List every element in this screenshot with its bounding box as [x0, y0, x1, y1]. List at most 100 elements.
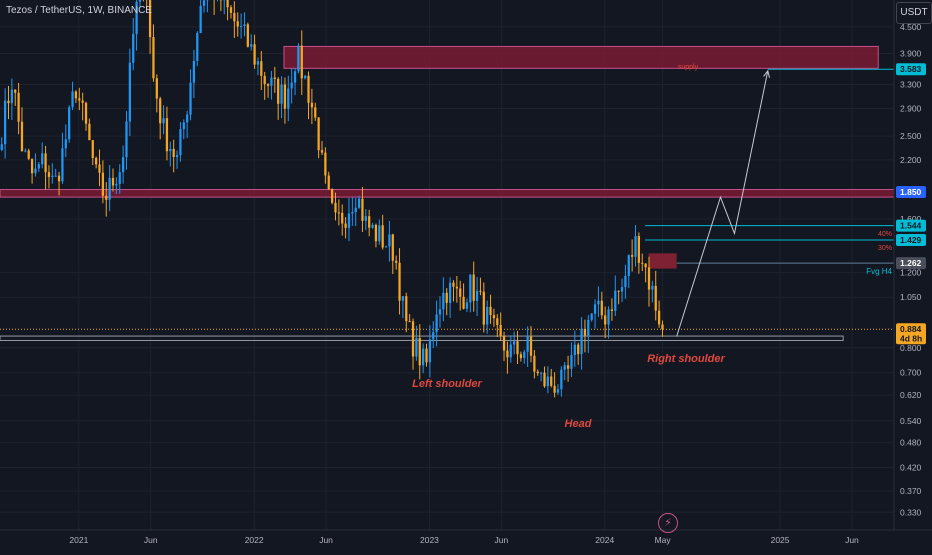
candle-body	[280, 85, 282, 104]
price-tick-label: 2.500	[900, 131, 922, 141]
candle-body	[230, 7, 232, 13]
time-tick-label: 2023	[420, 535, 439, 545]
candle-body	[500, 325, 502, 336]
candle-body	[196, 33, 198, 61]
candle-body	[24, 151, 26, 152]
candle-body	[297, 46, 299, 72]
candle-body	[506, 351, 508, 358]
time-tick-label: Jun	[319, 535, 333, 545]
candle-body	[422, 349, 424, 366]
candle-body	[634, 236, 636, 257]
candle-body	[85, 103, 87, 124]
candle-body	[7, 101, 9, 104]
lightning-icon[interactable]: ⚡	[658, 513, 678, 533]
candle-body	[14, 90, 16, 93]
candle-body	[580, 329, 582, 354]
candle-body	[392, 234, 394, 260]
price-label-text: 1.544	[900, 221, 922, 231]
candle-body	[631, 255, 633, 257]
candle-body	[432, 332, 434, 339]
candle-body	[233, 13, 235, 21]
candle-body	[4, 101, 6, 145]
candle-body	[557, 389, 559, 392]
candle-body	[189, 83, 191, 115]
candle-body	[405, 296, 407, 321]
candle-body	[594, 304, 596, 313]
candle-body	[476, 291, 478, 301]
candle-body	[112, 178, 114, 186]
price-tick-label: 0.480	[900, 438, 922, 448]
candle-body	[68, 107, 70, 139]
candle-body	[260, 61, 262, 76]
candle-body	[591, 314, 593, 320]
candle-body	[577, 345, 579, 355]
candle-body	[456, 287, 458, 289]
candle-body	[132, 34, 134, 63]
candle-body	[533, 356, 535, 372]
candle-body	[284, 85, 286, 109]
candle-body	[267, 84, 269, 86]
candle-body	[82, 101, 84, 103]
candle-body	[409, 321, 411, 322]
candle-body	[473, 275, 475, 301]
candle-body	[78, 98, 80, 100]
candle-body	[388, 234, 390, 246]
candle-body	[368, 216, 370, 228]
candle-body	[574, 345, 576, 355]
candle-body	[459, 288, 461, 296]
price-tick-label: 1.050	[900, 292, 922, 302]
price-tick-label: 0.370	[900, 486, 922, 496]
candle-body	[462, 297, 464, 309]
candle-body	[655, 286, 657, 311]
candle-body	[341, 213, 343, 224]
candle-body	[597, 301, 599, 305]
candle-body	[516, 341, 518, 354]
candle-body	[611, 309, 613, 310]
fib-30-label: 30%	[878, 245, 892, 252]
candle-body	[550, 377, 552, 386]
candle-body	[513, 341, 515, 344]
candle-body	[193, 61, 195, 83]
price-tick-label: 0.620	[900, 390, 922, 400]
candle-body	[530, 337, 532, 356]
candle-body	[358, 199, 360, 208]
price-tick-label: 3.300	[900, 79, 922, 89]
candle-body	[166, 118, 168, 151]
candle-body	[540, 373, 542, 374]
candle-body	[520, 354, 522, 358]
candle-body	[105, 196, 107, 200]
candle-body	[41, 153, 43, 164]
time-tick-label: 2022	[245, 535, 264, 545]
candle-body	[439, 309, 441, 314]
candle-body	[442, 293, 444, 309]
candle-body	[385, 246, 387, 247]
candle-body	[547, 377, 549, 387]
currency-selector[interactable]: USDT	[896, 2, 932, 24]
candle-body	[314, 107, 316, 117]
candle-body	[479, 291, 481, 292]
candle-body	[287, 89, 289, 109]
candle-body	[560, 370, 562, 390]
price-tick-label: 2.200	[900, 155, 922, 165]
candle-body	[95, 158, 97, 164]
candle-body	[435, 315, 437, 333]
candle-body	[604, 315, 606, 324]
candle-body	[644, 264, 646, 268]
candle-body	[253, 44, 255, 64]
candle-body	[122, 157, 124, 172]
candle-body	[641, 263, 643, 264]
candle-body	[449, 283, 451, 303]
candle-body	[108, 178, 110, 200]
candle-body	[55, 176, 57, 177]
price-label-text: 1.262	[900, 258, 922, 268]
candle-body	[601, 301, 603, 316]
candle-body	[28, 151, 30, 159]
time-tick-label: May	[655, 535, 672, 545]
candle-body	[355, 208, 357, 212]
candle-body	[361, 199, 363, 221]
candle-body	[338, 212, 340, 213]
price-tick-label: 0.800	[900, 343, 922, 353]
candle-body	[466, 302, 468, 308]
